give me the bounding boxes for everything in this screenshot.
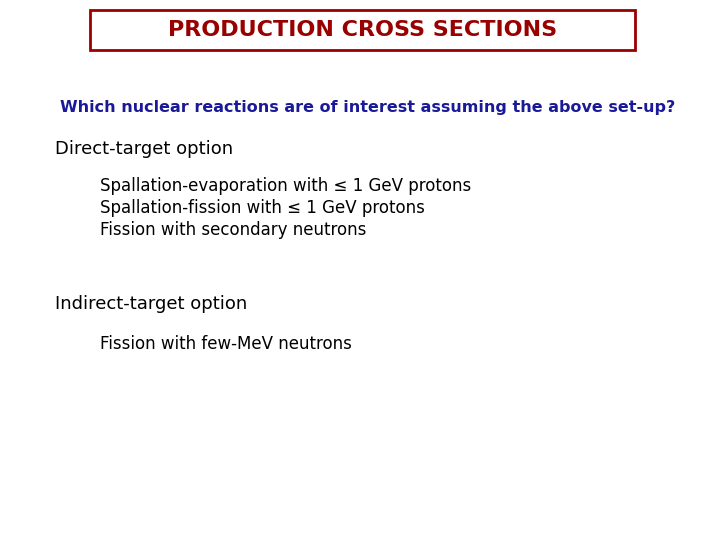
Text: Fission with few-MeV neutrons: Fission with few-MeV neutrons: [100, 335, 352, 353]
Text: PRODUCTION CROSS SECTIONS: PRODUCTION CROSS SECTIONS: [168, 20, 557, 40]
FancyBboxPatch shape: [90, 10, 635, 50]
Text: Fission with secondary neutrons: Fission with secondary neutrons: [100, 221, 366, 239]
Text: Indirect-target option: Indirect-target option: [55, 295, 247, 313]
Text: Which nuclear reactions are of interest assuming the above set-up?: Which nuclear reactions are of interest …: [60, 100, 675, 115]
Text: Direct-target option: Direct-target option: [55, 140, 233, 158]
Text: Spallation-evaporation with ≤ 1 GeV protons: Spallation-evaporation with ≤ 1 GeV prot…: [100, 177, 472, 195]
Text: Spallation-fission with ≤ 1 GeV protons: Spallation-fission with ≤ 1 GeV protons: [100, 199, 425, 217]
